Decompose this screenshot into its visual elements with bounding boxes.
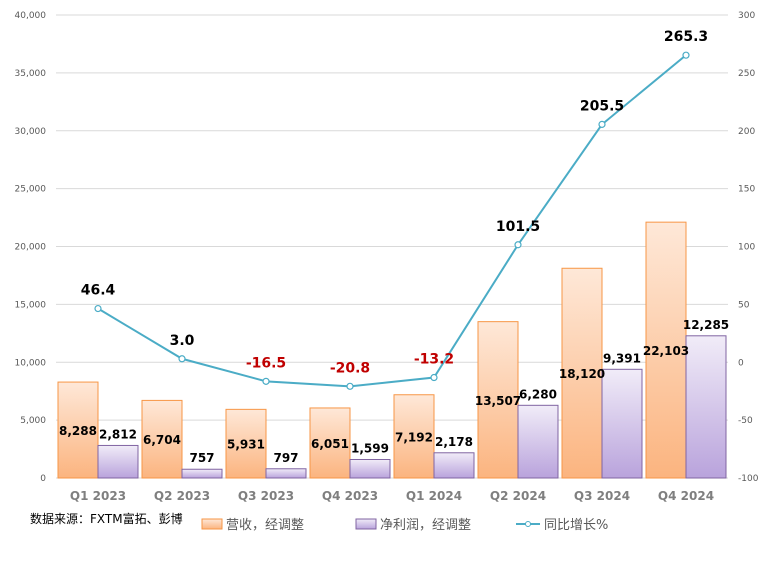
profit-data-label: 9,391 <box>603 351 641 365</box>
y-tick-label: 25,000 <box>15 185 47 195</box>
x-tick-label: Q4 2023 <box>322 489 378 503</box>
growth-marker <box>262 377 270 385</box>
growth-marker <box>346 382 354 390</box>
x-tick-label: Q2 2024 <box>490 489 546 503</box>
growth-line <box>97 54 687 388</box>
y2-tick-label: 100 <box>738 243 755 253</box>
profit-bar <box>601 368 643 479</box>
profit-data-label: 757 <box>189 451 214 465</box>
legend-label-profit: 净利润，经调整 <box>380 518 471 533</box>
profit-data-label: 12,285 <box>683 318 729 332</box>
y2-tick-label: 50 <box>738 300 750 310</box>
profit-bar <box>517 404 559 479</box>
profit-bar <box>97 444 139 479</box>
growth-marker <box>514 241 522 249</box>
growth-data-label: 3.0 <box>170 333 195 349</box>
legend-marker-growth <box>525 521 531 527</box>
profit-bar <box>433 452 475 479</box>
revenue-bar <box>393 394 435 479</box>
profit-bar <box>349 458 391 479</box>
y-tick-label: 30,000 <box>15 127 47 137</box>
legend-label-revenue: 营收，经调整 <box>226 518 304 533</box>
growth-data-label: 46.4 <box>81 283 116 299</box>
y-tick-label: 5,000 <box>20 416 46 426</box>
profit-data-label: 1,599 <box>351 441 389 455</box>
profit-bar <box>265 468 307 479</box>
revenue-bar <box>645 221 687 479</box>
growth-data-label: 205.5 <box>580 98 624 114</box>
revenue-data-label: 6,704 <box>143 433 181 447</box>
revenue-bar <box>309 407 351 479</box>
y2-tick-label: 300 <box>738 11 755 21</box>
source-note: 数据来源：FXTM富拓、彭博 <box>30 511 183 526</box>
revenue-data-label: 13,507 <box>475 394 521 408</box>
revenue-data-label: 22,103 <box>643 344 689 358</box>
profit-data-label: 2,812 <box>99 427 137 441</box>
revenue-bar <box>477 321 519 479</box>
y2-tick-label: -50 <box>738 416 753 426</box>
revenue-data-label: 8,288 <box>59 424 97 438</box>
profit-bar <box>685 335 727 479</box>
profit-data-label: 797 <box>273 451 298 465</box>
revenue-bar <box>141 399 183 479</box>
growth-data-label: -13.2 <box>414 352 454 368</box>
y-tick-label: 20,000 <box>15 243 47 253</box>
revenue-bar <box>561 267 603 479</box>
x-tick-label: Q1 2023 <box>70 489 126 503</box>
y2-tick-label: 250 <box>738 69 755 79</box>
profit-bar <box>181 468 223 479</box>
revenue-data-label: 5,931 <box>227 438 265 452</box>
profit-data-label: 6,280 <box>519 387 557 401</box>
x-tick-label: Q3 2024 <box>574 489 630 503</box>
growth-data-label: 265.3 <box>664 29 708 45</box>
y2-tick-label: 0 <box>738 358 744 368</box>
legend-swatch-revenue <box>201 518 223 530</box>
x-tick-label: Q2 2023 <box>154 489 210 503</box>
x-tick-label: Q3 2023 <box>238 489 294 503</box>
growth-marker <box>682 51 690 59</box>
y2-tick-label: 150 <box>738 185 755 195</box>
growth-marker <box>178 355 186 363</box>
x-tick-label: Q1 2024 <box>406 489 462 503</box>
growth-marker <box>94 304 102 313</box>
y-tick-label: 10,000 <box>15 358 47 368</box>
legend-label-growth: 同比增长% <box>544 518 608 533</box>
y2-tick-label: -100 <box>738 474 759 484</box>
growth-data-label: -20.8 <box>330 360 370 376</box>
y-tick-label: 35,000 <box>15 69 47 79</box>
legend-swatch-profit <box>355 518 377 530</box>
growth-marker <box>430 373 438 382</box>
growth-data-label: -16.5 <box>246 355 286 371</box>
y-tick-label: 0 <box>40 474 46 484</box>
revenue-data-label: 7,192 <box>395 430 433 444</box>
profit-data-label: 2,178 <box>435 435 473 449</box>
y-tick-label: 15,000 <box>15 300 47 310</box>
revenue-data-label: 6,051 <box>311 437 349 451</box>
y-tick-label: 40,000 <box>15 11 47 21</box>
growth-data-label: 101.5 <box>496 219 540 235</box>
revenue-data-label: 18,120 <box>559 367 605 381</box>
y2-tick-label: 200 <box>738 127 755 137</box>
x-tick-label: Q4 2024 <box>658 489 714 503</box>
growth-marker <box>598 120 606 128</box>
revenue-bar <box>225 408 267 479</box>
revenue-bar <box>57 381 99 479</box>
